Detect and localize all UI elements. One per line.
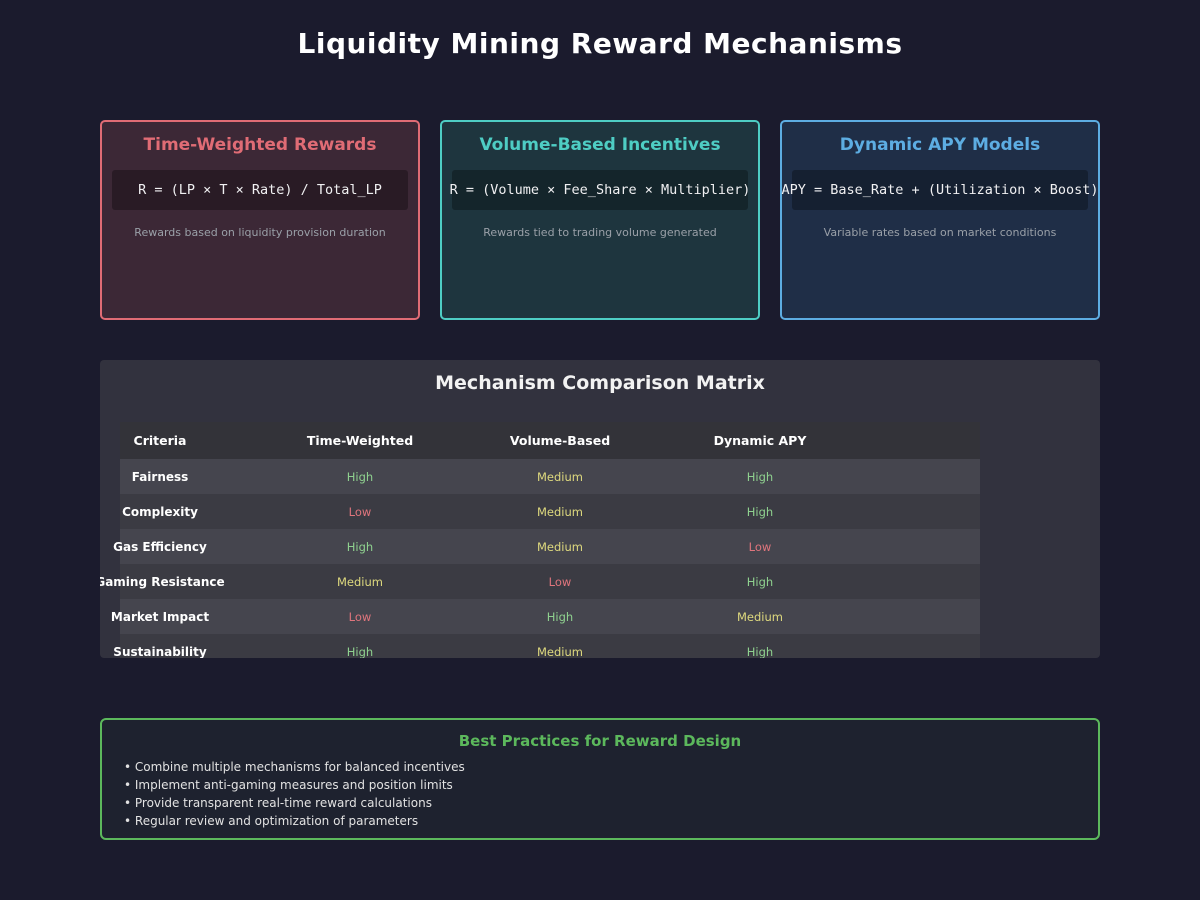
rating-cell: Low (348, 504, 372, 519)
mechanism-card: Time-Weighted Rewards R = (LP × T × Rate… (100, 120, 420, 320)
criteria-cell: Complexity (122, 504, 198, 519)
comparison-table: Criteria Time-Weighted Volume-Based Dynamic… (100, 422, 980, 659)
formula-box: R = (LP × T × Rate) / Total_LP (112, 170, 408, 210)
formula-text: R = (LP × T × Rate) / Total_LP (138, 182, 382, 198)
page-title: Liquidity Mining Reward Mechanisms (297, 27, 903, 60)
best-practice-item: • Regular review and optimization of par… (124, 814, 419, 828)
formula-text: R = (Volume × Fee_Share × Multiplier) (449, 182, 751, 198)
card-description: Rewards tied to trading volume generated (483, 226, 717, 239)
card-description: Rewards based on liquidity provision dur… (134, 226, 386, 239)
table-row: Sustainability High Medium High (113, 634, 980, 659)
criteria-cell: Fairness (131, 469, 189, 484)
criteria-cell: Gas Efficiency (113, 539, 207, 554)
best-practice-item: • Combine multiple mechanisms for balanc… (124, 760, 465, 774)
best-practices-title: Best Practices for Reward Design (458, 732, 742, 750)
column-header: Volume-Based (509, 433, 611, 448)
rating-cell: Medium (737, 609, 783, 624)
rating-cell: Low (548, 574, 572, 589)
comparison-title: Mechanism Comparison Matrix (435, 372, 765, 394)
table-body: Fairness High Medium High Complexity Low Mediu… (100, 459, 980, 659)
rating-cell: High (746, 644, 774, 659)
rating-cell: High (346, 469, 374, 484)
rating-cell: High (346, 539, 374, 554)
mechanism-card: Volume-Based Incentives R = (Volume × Fe… (440, 120, 760, 320)
rating-cell: High (746, 469, 774, 484)
card-title: Volume-Based Incentives (479, 135, 721, 155)
criteria-cell: Sustainability (113, 644, 207, 659)
rating-cell: Medium (337, 574, 383, 589)
card-description: Variable rates based on market condition… (823, 226, 1057, 239)
card-title: Dynamic APY Models (839, 135, 1041, 155)
column-header: Dynamic APY (713, 433, 807, 448)
rating-cell: Medium (537, 504, 583, 519)
best-practice-item: • Provide transparent real-time reward c… (124, 796, 432, 810)
table-row: Fairness High Medium High (120, 459, 980, 494)
rating-cell: High (546, 609, 574, 624)
table-header-row: Criteria Time-Weighted Volume-Based Dynamic… (120, 422, 980, 459)
rating-cell: High (746, 574, 774, 589)
rating-cell: Medium (537, 644, 583, 659)
rating-cell: Low (748, 539, 772, 554)
formula-box: R = (Volume × Fee_Share × Multiplier) (449, 170, 751, 210)
rating-cell: High (746, 504, 774, 519)
mechanism-cards: Time-Weighted Rewards R = (LP × T × Rate… (100, 120, 1100, 320)
table-row: Gaming Resistance Medium Low High (100, 564, 980, 599)
formula-box: APY = Base_Rate + (Utilization × Boost) (782, 170, 1099, 210)
best-practices-panel: Best Practices for Reward Design • Combi… (100, 718, 1100, 840)
card-title: Time-Weighted Rewards (143, 135, 377, 155)
rating-cell: Low (348, 609, 372, 624)
best-practices-list: • Combine multiple mechanisms for balanc… (124, 760, 1098, 828)
table-row: Gas Efficiency High Medium Low (113, 529, 980, 564)
rating-cell: Medium (537, 539, 583, 554)
best-practice-item: • Implement anti-gaming measures and pos… (124, 778, 453, 792)
rating-cell: Medium (537, 469, 583, 484)
column-header: Criteria (133, 433, 187, 448)
comparison-panel: Mechanism Comparison Matrix Criteria Time… (100, 360, 1100, 658)
column-header: Time-Weighted (306, 433, 414, 448)
criteria-cell: Gaming Resistance (100, 574, 225, 589)
table-row: Market Impact Low High Medium (110, 599, 980, 634)
mechanism-card: Dynamic APY Models APY = Base_Rate + (Ut… (780, 120, 1100, 320)
table-row: Complexity Low Medium High (120, 494, 980, 529)
formula-text: APY = Base_Rate + (Utilization × Boost) (781, 182, 1099, 198)
rating-cell: High (346, 644, 374, 659)
criteria-cell: Market Impact (110, 609, 210, 624)
